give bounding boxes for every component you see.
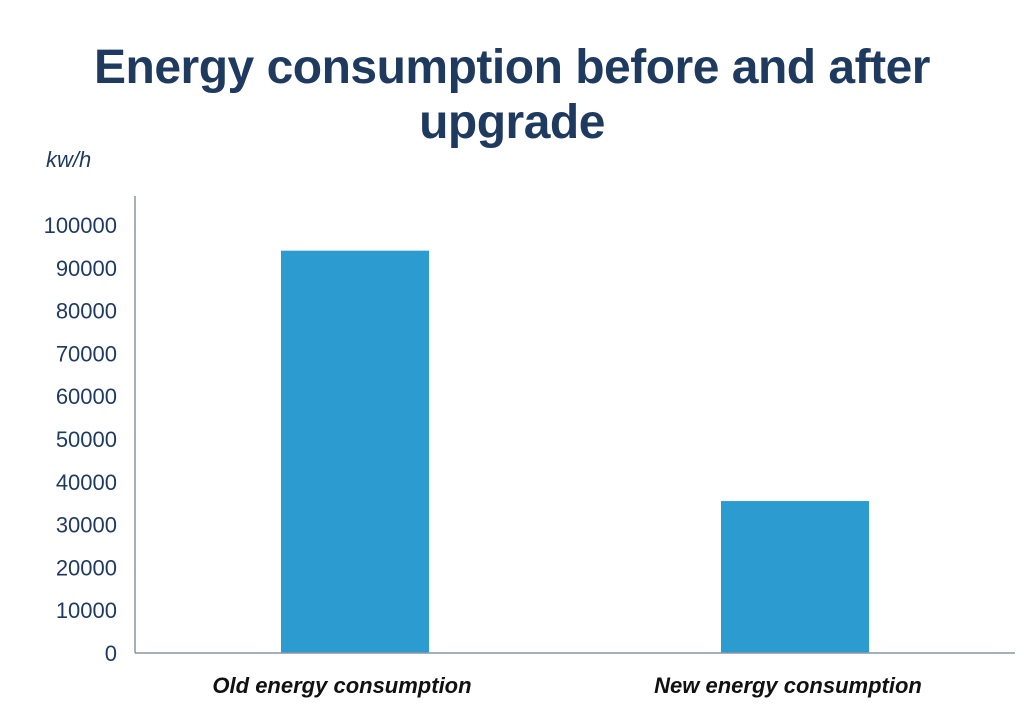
y-tick-label: 70000 [56, 341, 117, 366]
y-tick-label: 100000 [44, 213, 117, 238]
bar-new-energy-consumption [721, 501, 869, 653]
y-tick-label: 30000 [56, 513, 117, 538]
bars [281, 250, 869, 653]
y-tick-label: 90000 [56, 256, 117, 281]
x-category-label: Old energy consumption [212, 673, 471, 698]
y-tick-label: 20000 [56, 555, 117, 580]
y-tick-label: 10000 [56, 598, 117, 623]
x-axis-category-labels: Old energy consumption New energy consump… [212, 673, 921, 698]
y-tick-label: 0 [105, 641, 117, 666]
y-axis-unit-label: kw/h [46, 147, 91, 172]
y-tick-label: 50000 [56, 427, 117, 452]
chart-title: Energy consumption before and after upgr… [94, 41, 930, 149]
y-axis-ticks: 0 10000 20000 30000 40000 50000 60000 70000 8000… [44, 213, 117, 666]
bar-old-energy-consumption [281, 250, 429, 653]
axes [134, 196, 1015, 654]
y-tick-label: 40000 [56, 470, 117, 495]
y-tick-label: 80000 [56, 299, 117, 324]
y-tick-label: 60000 [56, 384, 117, 409]
x-category-label: New energy consumption [654, 673, 922, 698]
